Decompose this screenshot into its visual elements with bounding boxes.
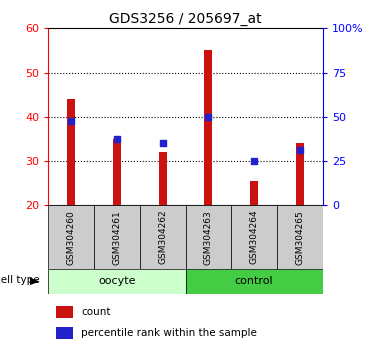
Text: count: count bbox=[81, 307, 111, 317]
Bar bbox=[186, 269, 323, 294]
Bar bbox=[48, 205, 94, 269]
Point bbox=[251, 158, 257, 164]
Text: GSM304264: GSM304264 bbox=[250, 210, 259, 264]
Text: GSM304262: GSM304262 bbox=[158, 210, 167, 264]
Text: GSM304263: GSM304263 bbox=[204, 210, 213, 264]
Text: cell type: cell type bbox=[0, 275, 39, 285]
Bar bbox=[277, 205, 323, 269]
Bar bbox=[296, 143, 304, 205]
Text: control: control bbox=[235, 276, 273, 286]
Text: GSM304260: GSM304260 bbox=[67, 210, 76, 264]
Point bbox=[206, 114, 211, 120]
Point bbox=[297, 147, 303, 153]
Text: oocyte: oocyte bbox=[98, 276, 136, 286]
Title: GDS3256 / 205697_at: GDS3256 / 205697_at bbox=[109, 12, 262, 26]
Point bbox=[114, 136, 120, 142]
Point bbox=[68, 118, 74, 124]
Text: GSM304261: GSM304261 bbox=[112, 210, 121, 264]
Point bbox=[160, 141, 165, 146]
Text: percentile rank within the sample: percentile rank within the sample bbox=[81, 328, 257, 338]
Bar bbox=[56, 306, 73, 318]
Bar bbox=[250, 181, 258, 205]
Bar bbox=[186, 205, 231, 269]
Bar bbox=[140, 205, 186, 269]
Bar bbox=[48, 269, 186, 294]
Bar bbox=[113, 139, 121, 205]
Bar bbox=[231, 205, 277, 269]
Bar bbox=[94, 205, 140, 269]
Text: GSM304265: GSM304265 bbox=[295, 210, 304, 264]
Bar bbox=[67, 99, 75, 205]
Polygon shape bbox=[30, 278, 40, 285]
Bar bbox=[204, 51, 213, 205]
Bar bbox=[158, 152, 167, 205]
Bar bbox=[56, 327, 73, 339]
